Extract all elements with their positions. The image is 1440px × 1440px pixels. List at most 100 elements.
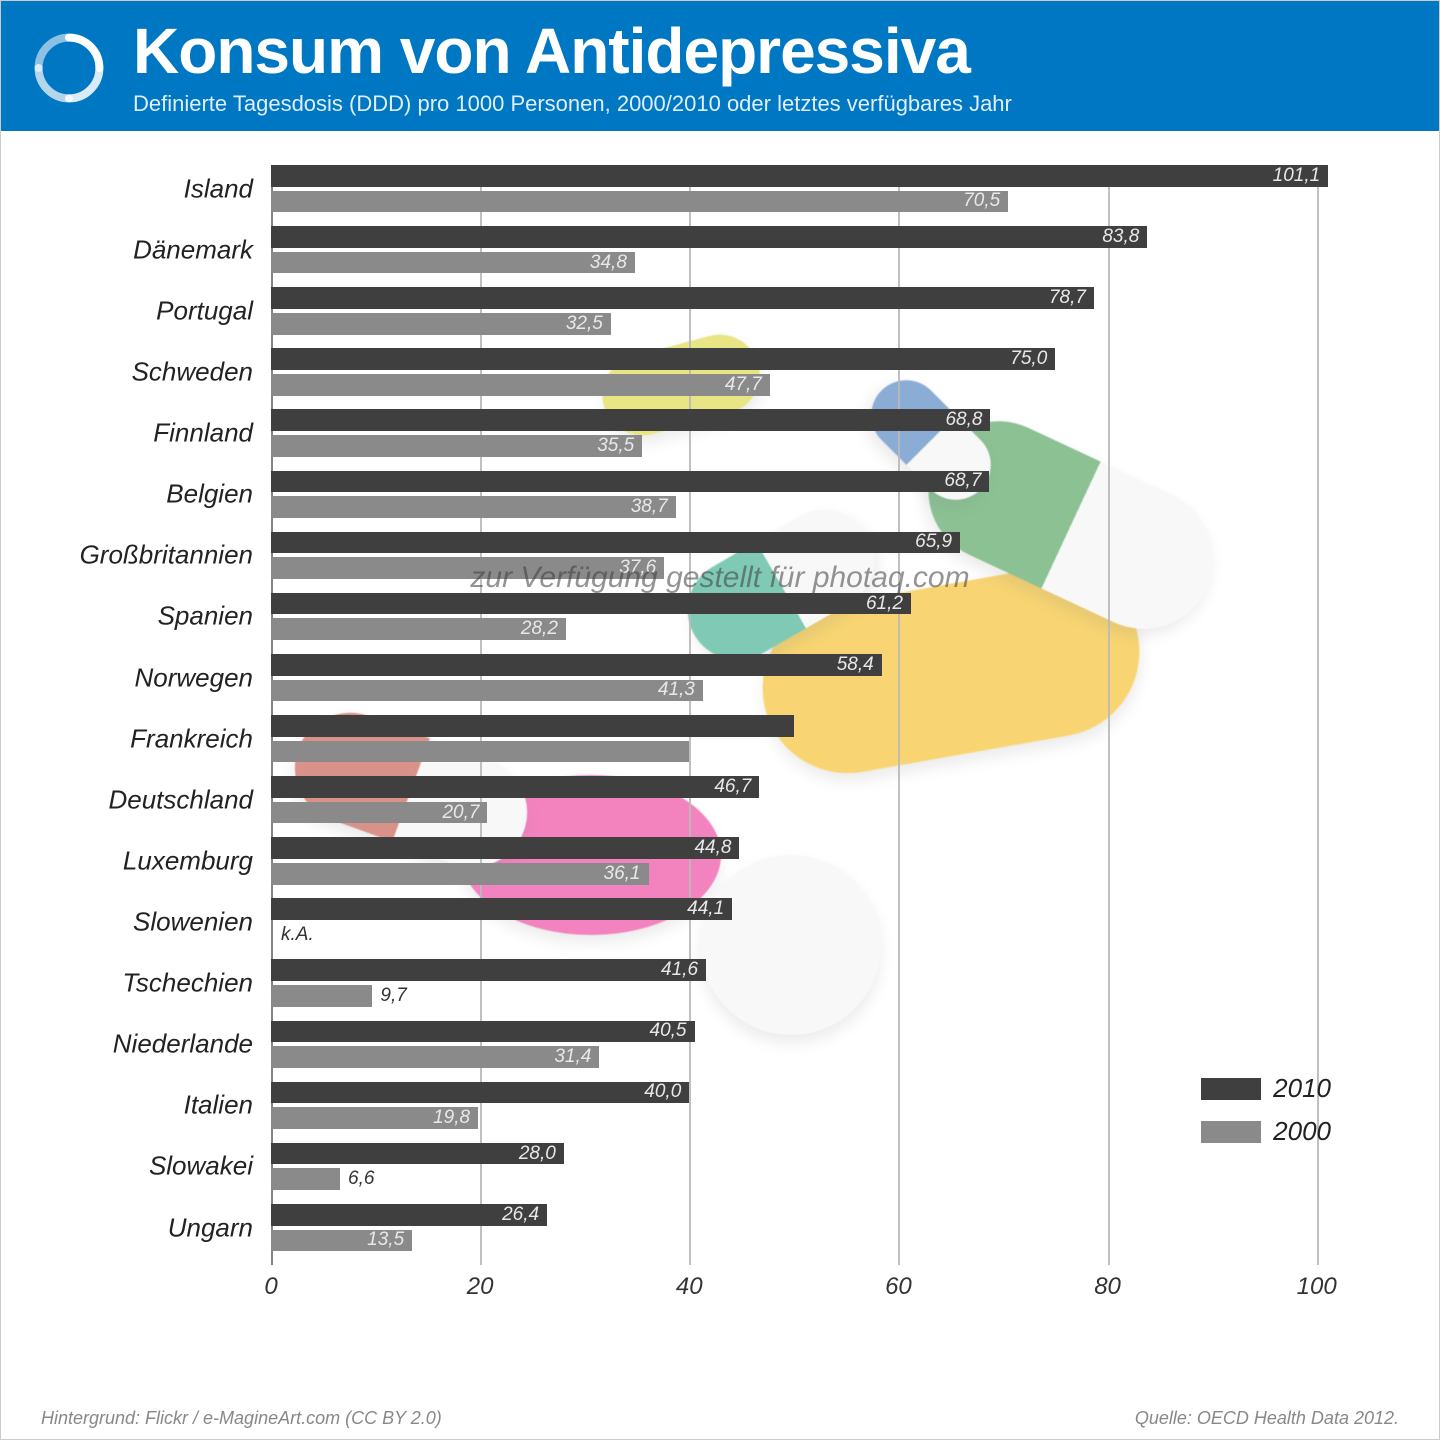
bar-row: Dänemark83,834,8 [271, 226, 1369, 273]
bar-value: 35,5 [597, 435, 634, 457]
category-label: Slowenien [133, 906, 271, 937]
bar: 31,4 [271, 1046, 599, 1068]
bar: 44,8 [271, 837, 739, 859]
bar: 58,4 [271, 654, 882, 676]
bar: 40,5 [271, 1021, 695, 1043]
bar-row: Frankreich [271, 715, 1369, 762]
oecd-logo-icon [29, 28, 109, 108]
x-axis-labels: 020406080100 [271, 1273, 1369, 1303]
chart-area: Island101,170,5Dänemark83,834,8Portugal7… [41, 155, 1399, 1335]
bar [271, 741, 689, 763]
bar-value: k.A. [281, 924, 314, 946]
bar-value: 41,3 [658, 679, 695, 701]
x-tick-label: 60 [885, 1273, 912, 1301]
bar-value: 38,7 [631, 496, 668, 518]
bar-value: 61,2 [866, 593, 903, 615]
bar: 78,7 [271, 287, 1094, 309]
category-label: Ungarn [168, 1212, 271, 1243]
bar-value: 37,6 [619, 557, 656, 579]
bar-value: 20,7 [442, 802, 479, 824]
bar-value: 47,7 [725, 374, 762, 396]
category-label: Großbritannien [80, 540, 271, 571]
x-tick-label: 80 [1094, 1273, 1121, 1301]
bar-value: 68,8 [945, 409, 982, 431]
bar-value: 78,7 [1049, 287, 1086, 309]
bar-value: 9,7 [380, 985, 406, 1007]
bar-value: 46,7 [714, 776, 751, 798]
bar: 20,7 [271, 802, 487, 824]
bar-value: 40,0 [644, 1081, 681, 1103]
bar: 75,0 [271, 348, 1055, 370]
bar: 68,8 [271, 409, 990, 431]
category-label: Niederlande [113, 1029, 271, 1060]
bar-row: Schweden75,047,7 [271, 348, 1369, 395]
bar-row: Slowenien44,1k.A. [271, 898, 1369, 945]
bar-row: Portugal78,732,5 [271, 287, 1369, 334]
bar-row: Großbritannien65,937,6 [271, 532, 1369, 579]
legend-swatch-2010 [1201, 1078, 1261, 1100]
category-label: Portugal [156, 295, 271, 326]
x-tick-label: 0 [264, 1273, 277, 1301]
x-tick-label: 100 [1297, 1273, 1337, 1301]
bar-value: 75,0 [1010, 348, 1047, 370]
page-title: Konsum von Antidepressiva [133, 19, 1411, 83]
bar-value: 34,8 [590, 252, 627, 274]
bar: 28,2 [271, 618, 566, 640]
bar-value: 101,1 [1273, 165, 1321, 187]
category-label: Deutschland [108, 784, 271, 815]
bar: 68,7 [271, 471, 989, 493]
footer-left: Hintergrund: Flickr / e-MagineArt.com (C… [41, 1408, 442, 1429]
bar-value: 26,4 [502, 1204, 539, 1226]
x-tick-label: 40 [676, 1273, 703, 1301]
category-label: Frankreich [130, 723, 271, 754]
bar-value: 32,5 [566, 313, 603, 335]
bar-value: 44,8 [694, 837, 731, 859]
bar-value: 70,5 [963, 190, 1000, 212]
bar-row: Norwegen58,441,3 [271, 654, 1369, 701]
bar-value: 28,2 [521, 618, 558, 640]
bar-row: Belgien68,738,7 [271, 471, 1369, 518]
bar: 41,6 [271, 959, 706, 981]
category-label: Belgien [166, 479, 271, 510]
bar-row: Deutschland46,720,7 [271, 776, 1369, 823]
category-label: Norwegen [134, 662, 271, 693]
bar: 26,4 [271, 1204, 547, 1226]
bar [271, 715, 794, 737]
bar-row: Ungarn26,413,5 [271, 1204, 1369, 1251]
bar: k.A. [271, 924, 273, 946]
bar: 70,5 [271, 191, 1008, 213]
bar: 13,5 [271, 1230, 412, 1252]
legend: 2010 2000 [1193, 1065, 1339, 1155]
header: Konsum von Antidepressiva Definierte Tag… [1, 1, 1439, 131]
infographic-frame: Konsum von Antidepressiva Definierte Tag… [0, 0, 1440, 1440]
category-label: Finnland [153, 418, 271, 449]
bar: 101,1 [271, 165, 1328, 187]
legend-item-2000: 2000 [1201, 1116, 1331, 1147]
bar-value: 41,6 [661, 959, 698, 981]
category-label: Italien [184, 1090, 271, 1121]
bar: 36,1 [271, 863, 649, 885]
bar-value: 28,0 [519, 1143, 556, 1165]
bar: 40,0 [271, 1082, 689, 1104]
bar-value: 44,1 [687, 898, 724, 920]
bar-row: Niederlande40,531,4 [271, 1021, 1369, 1068]
bar: 46,7 [271, 776, 759, 798]
bar: 47,7 [271, 374, 770, 396]
bar-row: Finnland68,835,5 [271, 409, 1369, 456]
bar: 44,1 [271, 898, 732, 920]
category-label: Spanien [158, 601, 271, 632]
bar-value: 31,4 [554, 1046, 591, 1068]
bar: 9,7 [271, 985, 372, 1007]
bar: 83,8 [271, 226, 1147, 248]
bar-value: 83,8 [1102, 226, 1139, 248]
category-label: Luxemburg [123, 845, 271, 876]
bar: 28,0 [271, 1143, 564, 1165]
bar: 38,7 [271, 496, 676, 518]
bar-value: 58,4 [837, 654, 874, 676]
bar-value: 65,9 [915, 531, 952, 553]
legend-label-2010: 2010 [1273, 1073, 1331, 1104]
bar: 19,8 [271, 1107, 478, 1129]
x-tick-label: 20 [467, 1273, 494, 1301]
bar: 32,5 [271, 313, 611, 335]
bar-value: 19,8 [433, 1107, 470, 1129]
